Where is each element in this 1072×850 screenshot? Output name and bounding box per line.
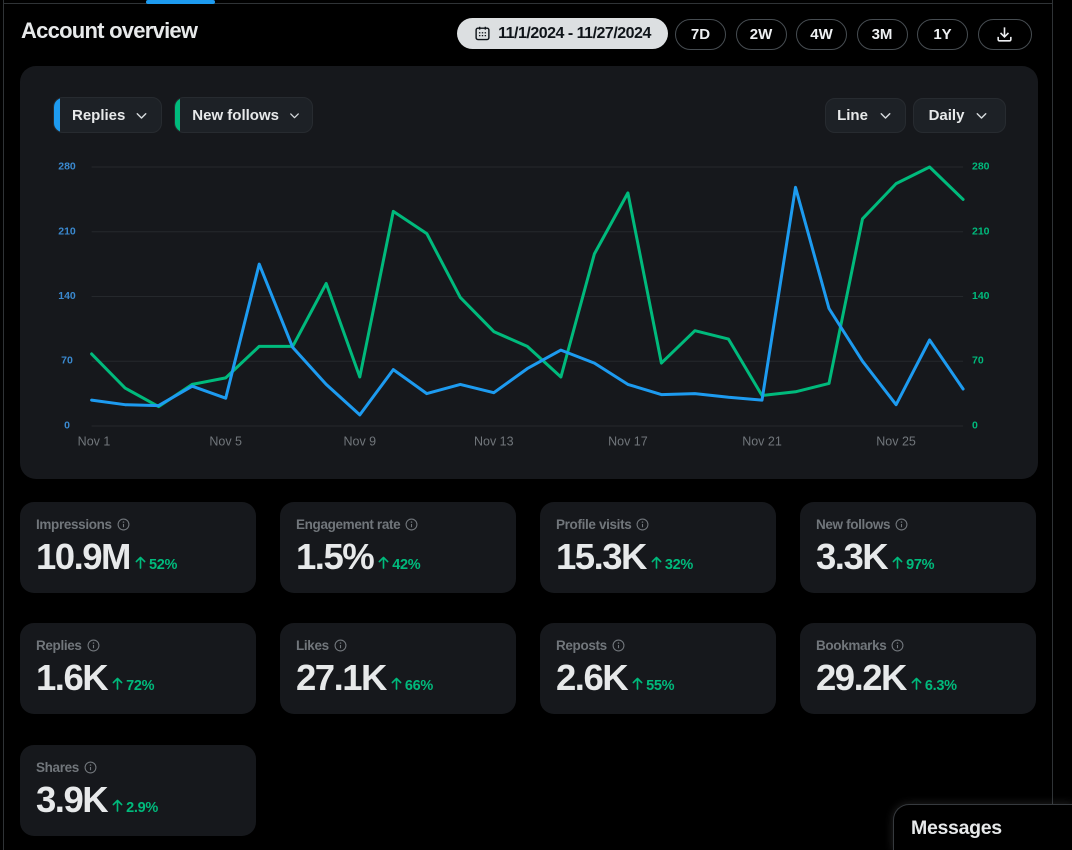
svg-text:210: 210 (58, 225, 76, 237)
svg-text:Nov 21: Nov 21 (742, 435, 782, 449)
svg-text:0: 0 (64, 420, 70, 432)
svg-text:Nov 9: Nov 9 (343, 435, 376, 449)
svg-text:70: 70 (972, 355, 984, 367)
svg-text:0: 0 (972, 420, 978, 432)
svg-text:140: 140 (972, 290, 990, 302)
svg-text:210: 210 (972, 225, 990, 237)
svg-text:280: 280 (58, 161, 76, 173)
svg-text:Nov 1: Nov 1 (78, 435, 111, 449)
svg-text:Nov 13: Nov 13 (474, 435, 514, 449)
svg-text:140: 140 (58, 290, 76, 302)
svg-text:Nov 25: Nov 25 (876, 435, 916, 449)
svg-text:70: 70 (61, 355, 73, 367)
svg-text:Nov 5: Nov 5 (209, 435, 242, 449)
svg-text:280: 280 (972, 161, 990, 173)
svg-text:Nov 17: Nov 17 (608, 435, 648, 449)
